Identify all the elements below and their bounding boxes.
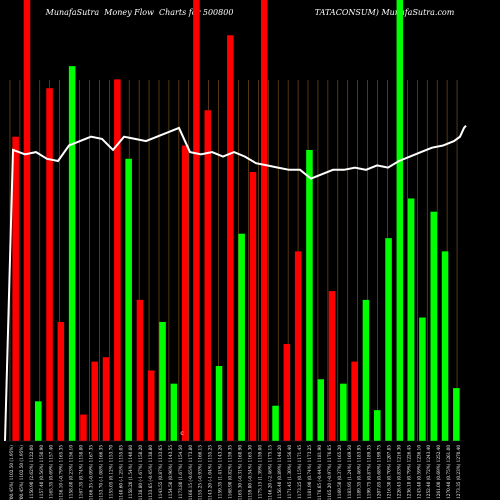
x-tick-label: 1159.00 (-0.54%) 1165.30 xyxy=(247,445,252,500)
bar-29 xyxy=(328,291,336,441)
x-tick-label: 1189.35 (0.46%) 1183.95 xyxy=(357,445,362,499)
bar-35 xyxy=(396,0,404,441)
x-tick-label: 1270.40 (0.75%) 1261.00 xyxy=(446,445,451,499)
bar-32 xyxy=(362,299,370,441)
bar-20 xyxy=(227,35,234,441)
bar-1 xyxy=(12,136,19,441)
x-tick-label: 1165.30 (-0.31%) 1168.90 xyxy=(238,445,243,500)
bar-38 xyxy=(430,211,438,441)
x-tick-label: 1140.60 (-1.25%) 1155.05 xyxy=(118,445,123,500)
x-tick-label: 1153.70 (-1.08%) 1166.35 xyxy=(98,445,103,500)
bar-2 xyxy=(23,0,31,441)
bar-39 xyxy=(441,251,449,441)
center-marker-label: c xyxy=(180,430,184,437)
x-tick-label: 1157.40 (0.56%) 1150.90 xyxy=(39,445,44,499)
bar-8 xyxy=(91,361,99,441)
x-tick-label: 1155.25 (-0.93%) 1166.15 xyxy=(198,445,203,500)
bar-40 xyxy=(453,388,460,441)
bar-25 xyxy=(283,343,291,441)
x-tick-label: 1168.90 (0.82%) 1159.35 xyxy=(228,445,233,499)
bar-33 xyxy=(373,410,381,441)
x-tick-label: 1159.35 (1.41%) 1143.20 xyxy=(218,445,223,499)
x-tick-label: 1273.35 (0.23%) 1270.40 xyxy=(456,445,461,499)
x-tick-label: 1261.00 (0.69%) 1252.40 xyxy=(436,445,441,499)
bar-31 xyxy=(351,361,358,441)
x-tick-label: 1181.90 (0.74%) 1173.25 xyxy=(307,445,312,499)
x-tick-label: 1146.20 (-2.46%) 1175.15 xyxy=(267,445,272,500)
x-tick-label: 1143.20 (-1.04%) 1155.25 xyxy=(208,445,213,500)
bar-30 xyxy=(340,383,347,441)
bar-14 xyxy=(159,321,166,441)
x-tick-label: 1169.50 (0.37%) 1165.20 xyxy=(337,445,342,499)
bar-13 xyxy=(147,370,155,441)
bar-18 xyxy=(204,110,212,441)
x-tick-label: 1158.80 (0.23%) 1156.10 xyxy=(69,445,74,499)
x-tick-label: 1166.35 (-0.09%) 1167.35 xyxy=(88,445,93,500)
bar-19 xyxy=(215,366,223,441)
x-tick-label: 1175.15 (1.39%) 1159.00 xyxy=(257,445,262,499)
bar-6 xyxy=(68,66,76,442)
bar-4 xyxy=(46,88,53,441)
x-tick-label: 1171.45 (1.30%) 1156.40 xyxy=(287,445,292,499)
x-tick-label: 1173.25 (0.15%) 1171.45 xyxy=(297,445,302,499)
x-tick-label: 1122.00 (3700.45%) 1102.50 (1.95%) xyxy=(19,445,24,500)
x-tick-label: 1138.80 (-1.67%) 1158.20 xyxy=(138,445,143,500)
bar-3 xyxy=(34,401,42,441)
x-tick-label: 1150.90 (2.62%) 1122.00 xyxy=(29,445,34,499)
x-tick-label: 1133.65 (-0.45%) 1138.80 xyxy=(148,445,153,500)
bar-7 xyxy=(80,414,87,441)
bar-9 xyxy=(102,357,110,441)
x-tick-label: 1176.65 (-0.44%) 1181.90 xyxy=(317,445,322,500)
bar-5 xyxy=(57,321,65,441)
bar-34 xyxy=(385,238,392,441)
bar-24 xyxy=(272,405,279,441)
x-tick-label: 1167.35 (0.74%) 1158.80 xyxy=(79,445,84,499)
x-tick-label: 1155.05 (0.12%) 1153.70 xyxy=(108,445,113,499)
x-tick-label: 1165.20 (-0.97%) 1176.65 xyxy=(327,445,332,500)
x-tick-label: 1166.15 (-0.65%) 1173.80 xyxy=(188,445,193,500)
x-tick-label: 1158.20 (1.54%) 1140.60 xyxy=(128,445,133,499)
x-tick-label: 1165.35 (0.69%) 1157.40 xyxy=(49,445,54,499)
x-tick-label: 1143.55 (0.87%) 1133.65 xyxy=(158,445,163,499)
x-tick-label: 1216.30 (0.70%) 1207.85 xyxy=(387,445,392,499)
x-tick-label: 1236.10 (0.79%) 1226.45 xyxy=(406,445,411,499)
bar-10 xyxy=(114,79,121,441)
bar-28 xyxy=(317,379,325,441)
bar-26 xyxy=(294,251,302,441)
money-flow-line xyxy=(4,125,467,442)
bar-23 xyxy=(260,0,268,441)
x-tick-label: 1226.45 (0.83%) 1216.30 xyxy=(396,445,401,499)
bar-17 xyxy=(193,0,200,441)
x-tick-label: 1252.40 (0.72%) 1243.40 xyxy=(426,445,431,499)
x-tick-label: 1154.50 (0.96%) 1143.55 xyxy=(168,445,173,499)
x-tick-label: 1199.75 (0.87%) 1189.35 xyxy=(367,445,372,499)
bar-15 xyxy=(170,383,178,441)
x-tick-label: 1207.85 (0.68%) 1199.75 xyxy=(377,445,382,499)
x-tick-label: 1173.80 (1.67%) 1154.50 xyxy=(178,445,183,499)
bar-36 xyxy=(407,198,415,441)
x-tick-label: 1122.00 (3700.45%) 1102.50 (1.95%) xyxy=(9,445,14,500)
bar-12 xyxy=(136,299,144,441)
x-tick-label: 1156.40 (0.89%) 1146.20 xyxy=(277,445,282,499)
x-tick-label: 1243.40 (0.59%) 1236.10 xyxy=(416,445,421,499)
bar-22 xyxy=(249,171,257,442)
bar-27 xyxy=(306,149,313,441)
x-tick-label: 1183.95 (1.24%) 1169.50 xyxy=(347,445,352,499)
bar-16 xyxy=(181,145,189,441)
bar-11 xyxy=(125,158,132,441)
bar-21 xyxy=(238,233,245,441)
bar-37 xyxy=(419,317,426,441)
x-tick-label: 1156.10 (-0.79%) 1165.35 xyxy=(59,445,64,500)
